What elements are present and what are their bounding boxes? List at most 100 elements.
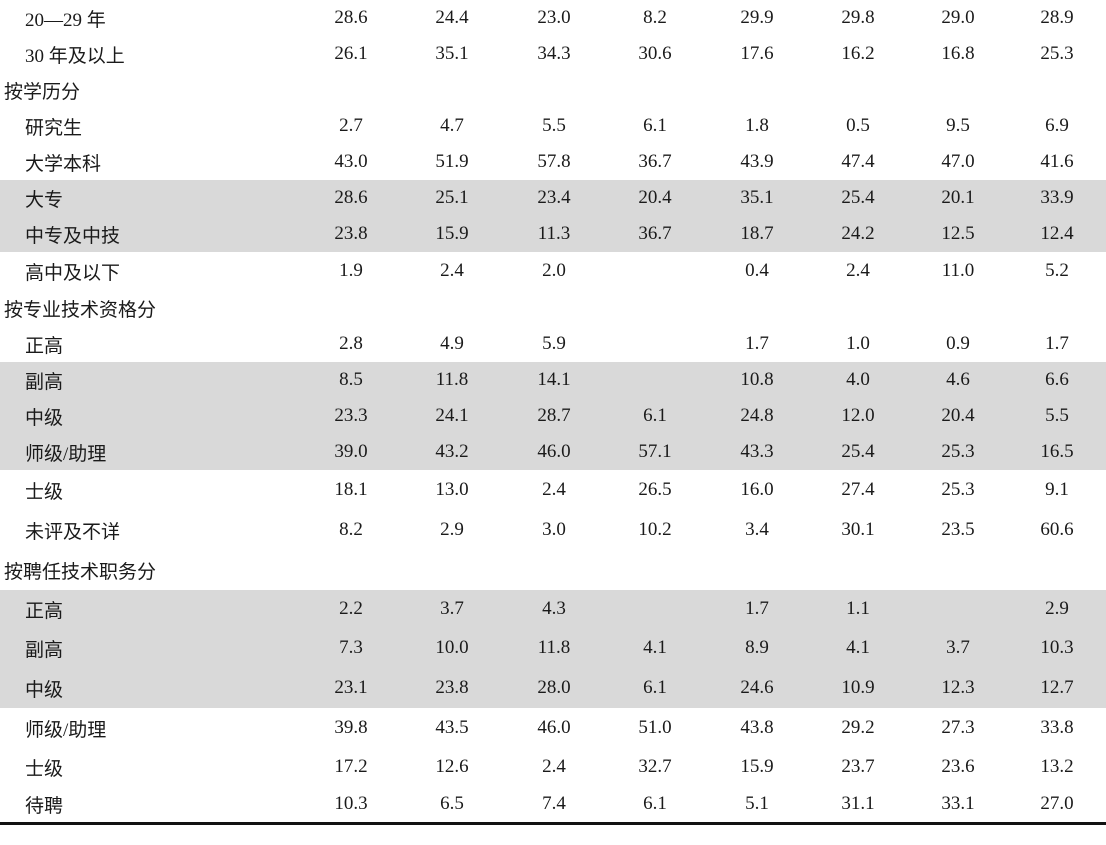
table-cell: 4.7: [440, 115, 464, 136]
table-row: 师级/助理 39.0 43.2 46.0 57.1 43.3 25.4 25.3 16.5: [0, 434, 1106, 470]
section-label: 按学历分: [4, 81, 81, 103]
table-cell: 46.0: [537, 717, 571, 738]
table-cell: 1.7: [745, 598, 769, 619]
row-label: 师级/助理: [25, 443, 107, 465]
table-cell: 17.6: [740, 43, 774, 64]
table-cell: 25.4: [841, 187, 875, 208]
table-row: 待聘 10.3 6.5 7.4 6.1 5.1 31.1 33.1 27.0: [0, 786, 1106, 822]
table-cell: 2.4: [542, 479, 566, 500]
table-cell: 51.9: [435, 151, 469, 172]
table-cell: 23.5: [941, 519, 975, 540]
row-label: 待聘: [25, 795, 64, 817]
table-cell: 20.1: [941, 187, 975, 208]
table-cell: 27.0: [1040, 793, 1074, 814]
table-cell: 2.9: [1045, 598, 1069, 619]
row-label: 正高: [25, 600, 64, 622]
table-cell: 5.5: [542, 115, 566, 136]
table-cell: 15.9: [740, 756, 774, 777]
table-row: 研究生 2.7 4.7 5.5 6.1 1.8 0.5 9.5 6.9: [0, 108, 1106, 144]
table-cell: 11.8: [537, 637, 571, 658]
table-cell: 4.1: [846, 637, 870, 658]
table-row: 未评及不详 8.2 2.9 3.0 10.2 3.4 30.1 23.5 60.6: [0, 510, 1106, 550]
table-cell: 1.7: [1045, 333, 1069, 354]
row-label: 中专及中技: [25, 225, 121, 247]
table-cell: 23.0: [537, 7, 571, 28]
row-label: 中级: [25, 679, 64, 701]
row-label: 师级/助理: [25, 719, 107, 741]
table-cell: 1.7: [745, 333, 769, 354]
table-cell: 2.4: [440, 260, 464, 281]
table-cell: 29.0: [941, 7, 975, 28]
table-cell: 47.4: [841, 151, 875, 172]
table-cell: 41.6: [1040, 151, 1074, 172]
table-cell: 2.0: [542, 260, 566, 281]
table-cell: 24.8: [740, 405, 774, 426]
table-cell: 12.6: [435, 756, 469, 777]
table-cell: 0.4: [745, 260, 769, 281]
table-cell: 51.0: [638, 717, 672, 738]
table-cell: 2.7: [339, 115, 363, 136]
table-cell: 8.2: [643, 7, 667, 28]
table-cell: 39.0: [334, 441, 368, 462]
row-label: 大学本科: [25, 153, 102, 175]
table-cell: 8.5: [339, 369, 363, 390]
table-cell: 23.8: [334, 223, 368, 244]
table-cell: 13.0: [435, 479, 469, 500]
table-cell: 43.5: [435, 717, 469, 738]
table-cell: 26.5: [638, 479, 672, 500]
table-cell: 23.3: [334, 405, 368, 426]
table-cell: 27.4: [841, 479, 875, 500]
table-row: 副高 7.3 10.0 11.8 4.1 8.9 4.1 3.7 10.3: [0, 628, 1106, 668]
table-row: 中级 23.1 23.8 28.0 6.1 24.6 10.9 12.3 12.7: [0, 668, 1106, 708]
table-cell: 10.3: [1040, 637, 1074, 658]
table-cell: 27.3: [941, 717, 975, 738]
table-cell: 5.1: [745, 793, 769, 814]
table-row: 正高 2.8 4.9 5.9 1.7 1.0 0.9 1.7: [0, 326, 1106, 362]
table-row: 师级/助理 39.8 43.5 46.0 51.0 43.8 29.2 27.3 33.8: [0, 708, 1106, 748]
section-label: 按聘任技术职务分: [4, 561, 157, 583]
table-cell: 10.3: [334, 793, 368, 814]
table-cell: 9.1: [1045, 479, 1069, 500]
table-cell: 43.2: [435, 441, 469, 462]
table-cell: 30.6: [638, 43, 672, 64]
table-cell: 43.8: [740, 717, 774, 738]
table-cell: 28.7: [537, 405, 571, 426]
table-cell: 1.1: [846, 598, 870, 619]
table-cell: 2.4: [846, 260, 870, 281]
section-header-row: 按学历分: [0, 72, 1106, 108]
table-cell: 20.4: [638, 187, 672, 208]
table-cell: 43.9: [740, 151, 774, 172]
table-cell: 60.6: [1040, 519, 1074, 540]
table-bottom-rule: [0, 822, 1106, 825]
table-cell: 14.1: [537, 369, 571, 390]
table-cell: 10.9: [841, 677, 875, 698]
table-row: 中专及中技 23.8 15.9 11.3 36.7 18.7 24.2 12.5 12.4: [0, 216, 1106, 252]
table-cell: 3.7: [946, 637, 970, 658]
table-cell: 33.1: [941, 793, 975, 814]
table-cell: 1.9: [339, 260, 363, 281]
table-cell: 46.0: [537, 441, 571, 462]
table-cell: 12.3: [941, 677, 975, 698]
table-cell: 16.2: [841, 43, 875, 64]
table-cell: 2.9: [440, 519, 464, 540]
table-cell: 2.2: [339, 598, 363, 619]
table-cell: 29.9: [740, 7, 774, 28]
row-label: 副高: [25, 371, 64, 393]
table-cell: 6.5: [440, 793, 464, 814]
table-cell: 10.0: [435, 637, 469, 658]
table-cell: 13.2: [1040, 756, 1074, 777]
table-cell: 4.6: [946, 369, 970, 390]
row-label: 未评及不详: [25, 521, 121, 543]
table-cell: 3.7: [440, 598, 464, 619]
table-row: 高中及以下 1.9 2.4 2.0 0.4 2.4 11.0 5.2: [0, 252, 1106, 290]
table-cell: [918, 590, 998, 628]
table-cell: 28.6: [334, 187, 368, 208]
table-cell: 25.3: [941, 441, 975, 462]
table-cell: 10.8: [740, 369, 774, 390]
table-cell: 24.2: [841, 223, 875, 244]
table-cell: 23.8: [435, 677, 469, 698]
table-cell: 18.7: [740, 223, 774, 244]
table-cell: 9.5: [946, 115, 970, 136]
table-cell: 31.1: [841, 793, 875, 814]
table-cell: 24.6: [740, 677, 774, 698]
